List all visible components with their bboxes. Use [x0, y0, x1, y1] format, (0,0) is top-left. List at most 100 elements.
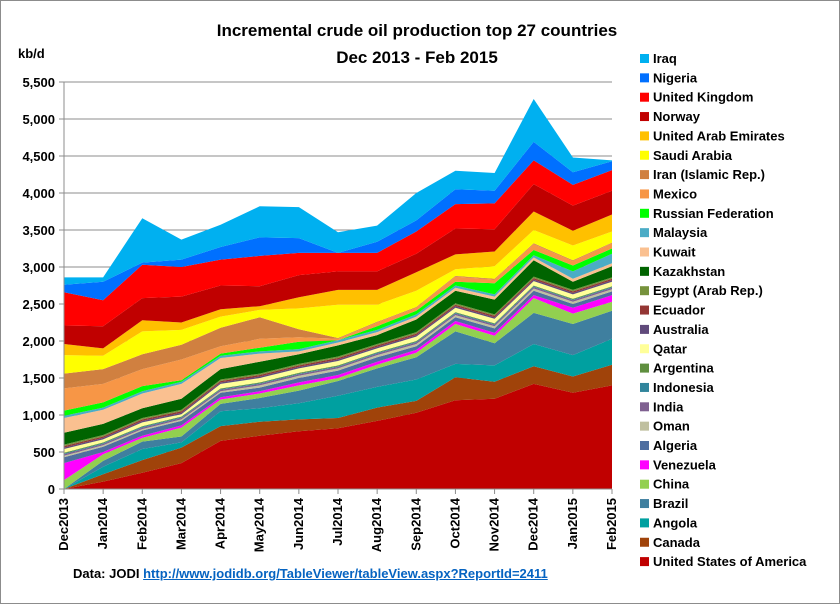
x-tick-labels: Dec2013 Jan2014 Feb2014 Mar2014 Apr2014 May20… [56, 497, 619, 552]
x-tick-label: Jul2014 [330, 497, 345, 545]
legend-label-united-kingdom: United Kingdom [653, 90, 753, 105]
legend-swatch-saudi-arabia [640, 150, 649, 160]
area-saudi-arabia [64, 230, 612, 374]
y-tick-label: 5,000 [22, 112, 55, 127]
legend-swatch-argentina [640, 363, 649, 373]
legend-swatch-iran-islamic-rep [640, 170, 649, 180]
y-tick-label: 2,000 [22, 334, 55, 349]
legend-swatch-mexico [640, 189, 649, 199]
area-malaysia [64, 253, 612, 418]
x-tick-label: Jun2014 [291, 497, 306, 550]
x-tick-label: Oct2014 [447, 497, 462, 548]
area-nigeria [64, 141, 612, 301]
legend-label-russian-federation: Russian Federation [653, 206, 774, 221]
legend-label-united-states-of-america: United States of America [653, 554, 807, 569]
y-axis-label: kb/d [18, 46, 45, 61]
legend-label-canada: Canada [653, 535, 701, 550]
legend-label-indonesia: Indonesia [653, 380, 714, 395]
legend-label-venezuela: Venezuela [653, 457, 717, 472]
y-tick-label: 1,000 [22, 408, 55, 423]
legend-swatch-iraq [640, 54, 649, 63]
legend-swatch-russian-federation [640, 208, 649, 218]
legend-swatch-kazakhstan [640, 266, 649, 276]
legend-swatch-kuwait [640, 247, 649, 257]
legend-label-oman: Oman [653, 419, 690, 434]
legend-label-mexico: Mexico [653, 186, 697, 201]
legend-label-ecuador: Ecuador [653, 303, 705, 318]
legend-label-china: China [653, 477, 690, 492]
x-tick-label: Nov2014 [487, 497, 502, 551]
area-brazil [64, 310, 612, 489]
legend-label-algeria: Algeria [653, 438, 698, 453]
area-qatar [64, 281, 612, 453]
legend-label-nigeria: Nigeria [653, 70, 698, 85]
legend-label-kuwait: Kuwait [653, 245, 696, 260]
source-note: Data: JODI http://www.jodidb.org/TableVi… [73, 566, 548, 581]
area-kuwait [64, 257, 612, 433]
legend-swatch-indonesia [640, 382, 649, 392]
legend-swatch-algeria [640, 441, 649, 450]
chart-subtitle: Dec 2013 - Feb 2015 [336, 48, 498, 67]
legend-swatch-malaysia [640, 228, 649, 238]
legend-label-qatar: Qatar [653, 341, 687, 356]
axes [63, 82, 613, 494]
legend-label-united-arab-emirates: United Arab Emirates [653, 128, 785, 143]
x-tick-label: Sep2014 [408, 497, 423, 551]
legend-swatch-india [640, 402, 649, 412]
legend-label-australia: Australia [653, 322, 709, 337]
legend-label-kazakhstan: Kazakhstan [653, 264, 725, 279]
y-tick-label: 4,000 [22, 186, 55, 201]
legend-label-saudi-arabia: Saudi Arabia [653, 148, 733, 163]
x-tick-label: Feb2015 [604, 498, 619, 550]
y-tick-label: 4,500 [22, 149, 55, 164]
y-tick-label: 1,500 [22, 371, 55, 386]
y-tick-label: 3,000 [22, 260, 55, 275]
y-tick-label: 0 [48, 482, 55, 497]
legend-swatch-ecuador [640, 305, 649, 315]
legend-label-brazil: Brazil [653, 496, 688, 511]
area-australia [64, 279, 612, 449]
area-angola [64, 338, 612, 489]
y-tick-label: 3,500 [22, 223, 55, 238]
area-norway [64, 184, 612, 349]
legend-swatch-china [640, 479, 649, 489]
area-canada [64, 364, 612, 489]
legend-label-india: India [653, 399, 684, 414]
legend-label-iraq: Iraq [653, 51, 677, 66]
legend-swatch-australia [640, 324, 649, 334]
area-united-states-of-america [64, 383, 612, 489]
source-label: Data: JODI [73, 566, 140, 581]
x-tick-label: Jan2014 [95, 497, 110, 549]
area-united-arab-emirates [64, 211, 612, 356]
legend-label-argentina: Argentina [653, 361, 714, 376]
legend-swatch-united-states-of-america [640, 557, 649, 567]
legend-swatch-venezuela [640, 460, 649, 470]
chart-title: Incremental crude oil production top 27 … [217, 21, 618, 40]
area-egypt-arab-rep [64, 276, 612, 447]
area-mexico [64, 243, 612, 411]
legend-label-iran-islamic-rep: Iran (Islamic Rep.) [653, 167, 765, 182]
x-tick-label: May2014 [252, 497, 267, 552]
legend-swatch-oman [640, 421, 649, 431]
legend-swatch-brazil [640, 499, 649, 509]
x-tick-label: Jan2015 [565, 498, 580, 549]
legend-swatch-norway [640, 112, 649, 122]
area-united-kingdom [64, 160, 612, 327]
source-link[interactable]: http://www.jodidb.org/TableViewer/tableV… [143, 566, 548, 581]
legend-label-norway: Norway [653, 109, 701, 124]
area-iraq [64, 99, 612, 285]
area-russian-federation [64, 248, 612, 416]
legend: Iraq Nigeria United Kingdom Norway United Ar… [640, 51, 807, 569]
x-tick-label: Apr2014 [213, 497, 228, 549]
plot-areas [64, 99, 612, 489]
x-tick-label: Dec2013 [56, 498, 71, 551]
y-tick-label: 500 [33, 445, 55, 460]
legend-label-egypt-arab-rep: Egypt (Arab Rep.) [653, 283, 763, 298]
y-tick-label: 2,500 [22, 297, 55, 312]
area-iran-islamic-rep [64, 242, 612, 389]
legend-swatch-united-kingdom [640, 92, 649, 102]
x-tick-label: Mar2014 [173, 497, 188, 550]
legend-swatch-angola [640, 518, 649, 528]
x-tick-label: Dec2014 [526, 497, 541, 551]
